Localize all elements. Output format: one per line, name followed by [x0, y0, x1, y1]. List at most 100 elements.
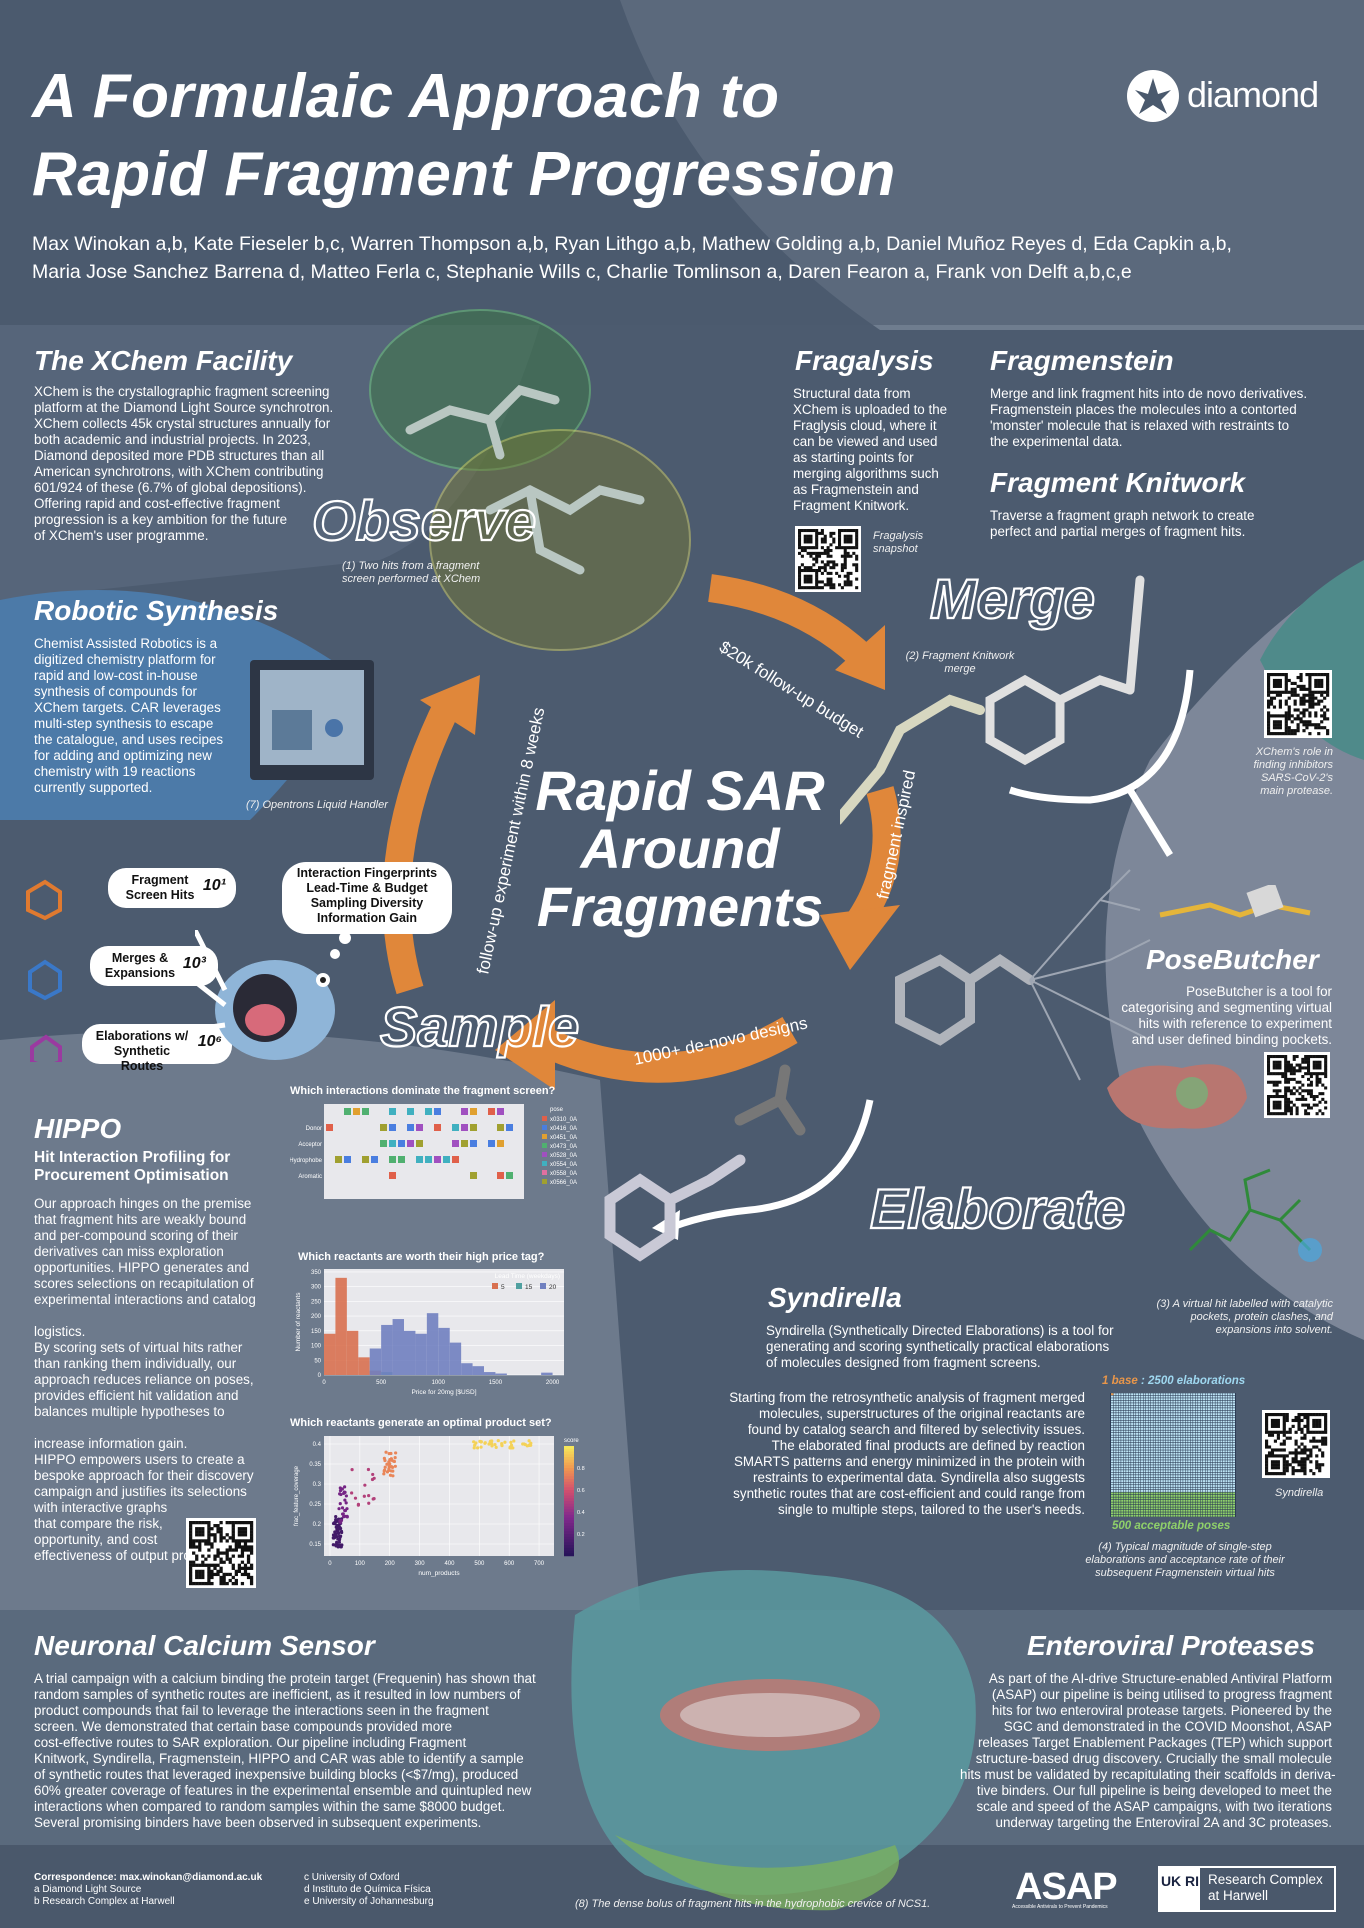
qr-module	[207, 1566, 211, 1570]
hippo-qr-code[interactable]	[186, 1518, 256, 1588]
qr-module	[240, 1545, 245, 1549]
posebutcher-qr-code[interactable]	[1264, 1052, 1330, 1118]
qr-module	[192, 1521, 196, 1525]
qr-module	[1326, 675, 1330, 680]
scatter-point	[512, 1439, 516, 1443]
qr-module	[1299, 675, 1303, 680]
syndirella-qr-code[interactable]	[1262, 1410, 1330, 1478]
qr-module	[1315, 1075, 1319, 1079]
histogram-bar	[346, 1330, 359, 1375]
qr-module	[1289, 1109, 1293, 1113]
qr-module	[1314, 678, 1318, 683]
qr-module	[1311, 693, 1315, 697]
scatter-point	[335, 1534, 339, 1539]
poster-title: A Formulaic Approach to Rapid Fragment P…	[32, 62, 896, 209]
qr-module	[225, 1521, 229, 1525]
xchem-role-qr-code[interactable]	[1264, 670, 1332, 738]
qr-module	[1284, 1097, 1288, 1101]
heatmap-cell	[344, 1108, 351, 1115]
fragalysis-qr-code[interactable]	[795, 526, 861, 592]
qr-module	[1292, 1057, 1296, 1061]
qr-module	[846, 574, 850, 578]
qr-module	[803, 569, 807, 573]
qr-module	[213, 1536, 217, 1540]
qr-module	[1278, 1072, 1282, 1076]
histogram-bar	[541, 1372, 553, 1375]
qr-module	[1315, 1077, 1319, 1081]
qr-module	[198, 1563, 202, 1567]
y-tick-label: 300	[311, 1285, 322, 1291]
qr-module	[1292, 1069, 1296, 1073]
qr-module	[1287, 1060, 1291, 1064]
qr-module	[1304, 1109, 1308, 1113]
heatmap-cell	[470, 1124, 477, 1131]
scatter-point	[392, 1459, 396, 1464]
qr-module	[1278, 1066, 1282, 1070]
qr-module	[1267, 1109, 1271, 1113]
qr-module	[198, 1527, 202, 1531]
qr-module	[228, 1578, 232, 1583]
qr-module	[210, 1527, 214, 1531]
xchem-heading: The XChem Facility	[34, 345, 293, 376]
qr-module	[1275, 1089, 1279, 1093]
qr-module	[1302, 693, 1306, 697]
qr-module	[1309, 1072, 1313, 1076]
qr-module	[225, 1539, 229, 1543]
qr-module	[1309, 1454, 1313, 1458]
qr-module	[1272, 723, 1277, 727]
qr-module	[1315, 1463, 1319, 1467]
qr-module	[826, 546, 830, 550]
qr-module	[1284, 675, 1288, 680]
qr-module	[849, 571, 853, 575]
qr-module	[1265, 1415, 1269, 1420]
qr-module	[216, 1524, 220, 1528]
qr-module	[189, 1530, 193, 1534]
scatter-point	[494, 1445, 498, 1449]
qr-module	[1302, 708, 1306, 712]
qr-module	[1275, 732, 1280, 736]
qr-module	[1318, 1066, 1322, 1070]
qr-module	[1287, 1077, 1291, 1081]
qr-module	[234, 1569, 238, 1574]
qr-module	[1273, 1430, 1278, 1434]
qr-module	[809, 574, 813, 578]
qr-module	[228, 1560, 232, 1564]
qr-module	[1297, 1413, 1301, 1417]
chart-interactions-legend: pose x0310_0A x0416_0A x0451_0A x0473_0A x052…	[542, 1107, 577, 1186]
qr-module	[1300, 1451, 1304, 1455]
qr-module	[1267, 1430, 1272, 1434]
qr-module	[189, 1533, 193, 1537]
qr-module	[216, 1554, 220, 1558]
qr-module	[1297, 1415, 1301, 1420]
chart-plot-area	[324, 1436, 554, 1556]
y-tick-label: 0.3	[313, 1482, 322, 1488]
qr-module	[1306, 1427, 1310, 1431]
qr-module	[1291, 1424, 1295, 1428]
qr-module	[1267, 711, 1271, 715]
qr-module	[1307, 1066, 1311, 1070]
qr-module	[240, 1539, 245, 1543]
caption-syndirella-qr: Syndirella	[1275, 1487, 1324, 1499]
qr-module	[812, 563, 816, 567]
qr-module	[1306, 1418, 1310, 1423]
qr-module	[1296, 723, 1300, 727]
qr-module	[812, 569, 816, 573]
qr-module	[1309, 1092, 1313, 1096]
colorbar-segment	[564, 1501, 574, 1504]
qr-module	[798, 546, 802, 550]
qr-module	[818, 580, 822, 584]
qr-module	[806, 580, 810, 584]
qr-module	[1272, 726, 1277, 730]
qr-module	[823, 549, 827, 553]
qr-module	[1300, 1430, 1304, 1434]
qr-module	[829, 571, 833, 575]
qr-module	[843, 549, 847, 553]
qr-module	[225, 1572, 229, 1577]
qr-module	[1315, 1439, 1319, 1443]
qr-module	[1295, 1063, 1299, 1067]
legend-entry: x0554_0A	[550, 1162, 577, 1168]
scatter-point	[389, 1451, 393, 1456]
scatter-point	[353, 1496, 358, 1500]
qr-module	[1267, 1472, 1272, 1476]
qr-module	[1321, 1112, 1325, 1116]
